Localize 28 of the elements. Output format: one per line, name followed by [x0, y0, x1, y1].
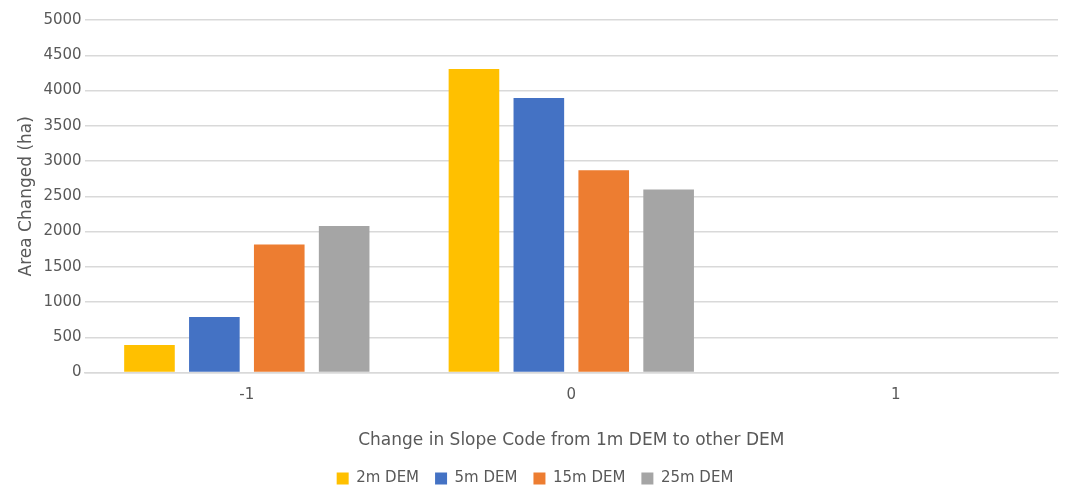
y-tick-label: 3000	[43, 150, 82, 169]
legend-label: 2m DEM	[356, 468, 420, 487]
legend-label: 25m DEM	[660, 468, 734, 487]
bar	[643, 189, 694, 372]
legend-label: 5m DEM	[454, 468, 518, 487]
bar	[448, 69, 500, 372]
y-tick-label: 500	[52, 327, 82, 346]
y-tick-label: 3500	[43, 115, 82, 134]
x-tick-label: 0	[566, 385, 577, 404]
x-tick-label: 1	[890, 385, 901, 404]
y-tick-label: 0	[72, 362, 82, 381]
y-tick-label: 4500	[43, 45, 82, 64]
bar	[513, 97, 565, 372]
bar	[253, 244, 305, 372]
y-tick-label: 2000	[43, 221, 82, 240]
bar	[189, 316, 240, 372]
x-tick-label: -1	[239, 385, 255, 404]
y-tick-label: 2500	[43, 186, 82, 205]
y-axis-title: Area Changed (ha)	[14, 116, 35, 277]
legend-label: 15m DEM	[552, 468, 626, 487]
y-tick-label: 1000	[43, 291, 82, 310]
bar	[578, 170, 630, 372]
bar	[318, 225, 370, 372]
x-axis-title: Change in Slope Code from 1m DEM to other DEM	[358, 429, 785, 450]
y-tick-label: 5000	[43, 9, 82, 28]
y-tick-label: 1500	[43, 256, 82, 275]
bar	[124, 345, 175, 372]
y-tick-label: 4000	[43, 80, 82, 99]
